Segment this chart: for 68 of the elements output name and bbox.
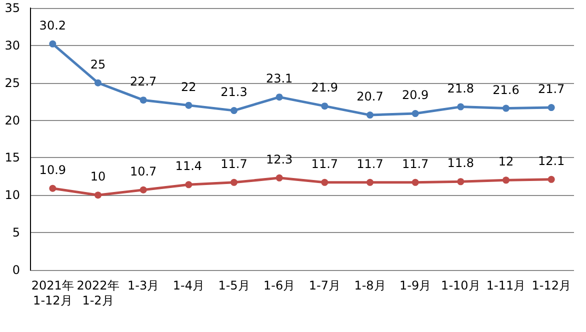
x-tick-label: 1-7月	[308, 278, 340, 292]
data-label: 12.1	[538, 154, 565, 168]
x-tick-label: 2021年1-12月	[31, 278, 74, 308]
data-label: 12.3	[266, 152, 293, 166]
data-label: 11.7	[356, 156, 384, 171]
data-label: 21.9	[311, 80, 338, 95]
point	[366, 112, 374, 119]
y-tick-label: 25	[4, 76, 20, 90]
y-tick-label: 0	[12, 263, 20, 277]
point	[321, 178, 328, 186]
data-label: 11.7	[220, 156, 248, 171]
x-tick-label: 1-11月	[486, 278, 526, 292]
point	[412, 178, 419, 186]
point	[548, 176, 555, 183]
point	[502, 176, 510, 184]
x-tick-label: 1-5月	[218, 278, 250, 292]
data-label: 11.7	[311, 156, 338, 171]
x-tick-label: 1-12月	[532, 278, 571, 292]
data-label: 21.3	[220, 85, 248, 100]
point	[185, 102, 192, 109]
x-tick-label: 1-6月	[264, 278, 296, 292]
point	[140, 96, 147, 104]
point	[457, 103, 464, 110]
point	[94, 79, 102, 86]
y-tick-label: 5	[12, 226, 20, 240]
point	[185, 181, 192, 188]
data-label: 10.9	[39, 162, 66, 177]
data-label: 21.6	[492, 82, 520, 97]
point	[230, 178, 238, 186]
data-label: 12	[498, 154, 514, 169]
data-label: 23.1	[266, 72, 293, 86]
x-tick-label: 1-8月	[354, 278, 386, 292]
point	[49, 40, 56, 48]
data-label: 30.2	[39, 18, 66, 32]
data-label: 11.4	[175, 159, 202, 174]
x-tick-label: 1-4月	[172, 278, 204, 292]
point	[94, 192, 102, 199]
data-label: 21.7	[538, 82, 565, 96]
point	[366, 178, 374, 186]
point	[412, 110, 419, 118]
y-tick-label: 35	[4, 1, 20, 15]
data-label: 10	[90, 170, 106, 184]
y-tick-label: 15	[4, 150, 20, 165]
y-tick-label: 20	[4, 113, 20, 128]
point	[49, 184, 56, 192]
data-label: 11.8	[447, 156, 474, 170]
y-tick-label: 10	[4, 188, 20, 202]
point	[321, 102, 328, 110]
point	[276, 174, 283, 182]
data-label: 20.9	[402, 88, 429, 102]
x-tick-label: 1-9月	[400, 278, 432, 292]
data-label: 25	[90, 57, 106, 72]
point	[502, 104, 510, 112]
data-label: 11.7	[402, 156, 429, 171]
data-label: 21.8	[447, 81, 474, 96]
x-tick-label: 1-3月	[128, 278, 160, 292]
data-label: 22	[181, 80, 196, 94]
data-label: 10.7	[130, 164, 157, 178]
point	[457, 178, 464, 186]
x-tick-label: 2022年1-2月	[76, 278, 120, 308]
x-tick-label: 1-10月	[441, 278, 480, 292]
data-label: 20.7	[356, 90, 384, 104]
point	[548, 104, 555, 112]
point	[140, 186, 147, 194]
y-tick-label: 30	[4, 38, 20, 52]
point	[276, 94, 283, 101]
data-label: 22.7	[130, 74, 157, 89]
point	[230, 107, 238, 114]
